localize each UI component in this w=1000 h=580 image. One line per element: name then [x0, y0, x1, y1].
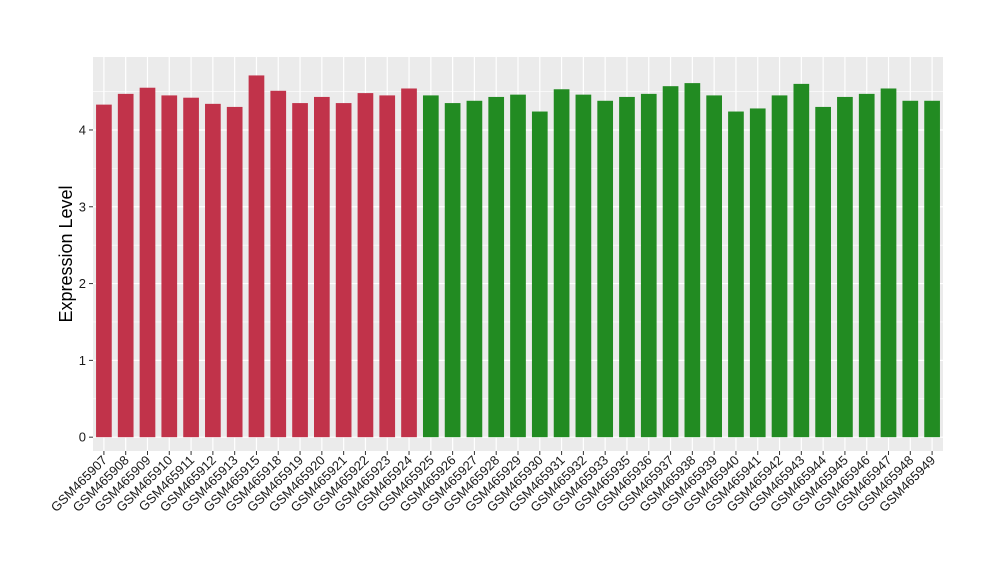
bars	[96, 75, 940, 438]
bar-GSM465925	[422, 95, 439, 438]
y-tick-label: 4	[79, 122, 86, 137]
bar-GSM465912	[205, 103, 221, 438]
bar-GSM465944	[815, 106, 831, 438]
bar-GSM465946	[858, 93, 875, 438]
bar-GSM465930	[531, 111, 548, 438]
bar-GSM465945	[837, 96, 853, 438]
bar-GSM465908	[117, 93, 134, 438]
y-axis: 0 1 2 3 4	[79, 122, 93, 445]
y-tick-label: 2	[79, 276, 86, 291]
bar-GSM465922	[357, 93, 374, 438]
bar-GSM465928	[488, 96, 505, 438]
bar-GSM465937	[662, 86, 679, 438]
bar-GSM465919	[292, 103, 308, 438]
bar-GSM465909	[139, 87, 156, 438]
bar-GSM465936	[640, 93, 657, 438]
bar-GSM465935	[619, 96, 635, 438]
bar-GSM465938	[684, 83, 701, 438]
bar-GSM465939	[706, 95, 722, 438]
y-axis-title: Expression Level	[56, 185, 76, 322]
bar-GSM465933	[597, 100, 614, 438]
bar-GSM465918	[270, 90, 287, 438]
x-axis: GSM465907GSM465908GSM465909GSM465910GSM4…	[48, 451, 938, 515]
bar-GSM465942	[771, 95, 788, 438]
bar-GSM465915	[248, 75, 265, 438]
bar-GSM465910	[161, 95, 178, 438]
y-tick-label: 0	[79, 430, 86, 445]
bar-GSM465913	[226, 106, 243, 438]
bar-GSM465932	[575, 94, 592, 438]
y-tick-label: 1	[79, 353, 86, 368]
bar-GSM465949	[924, 100, 940, 438]
bar-GSM465929	[510, 94, 526, 438]
bar-GSM465921	[335, 103, 352, 438]
bar-GSM465943	[793, 83, 810, 438]
bar-GSM465947	[880, 88, 897, 438]
bar-GSM465940	[728, 111, 744, 438]
bar-GSM465927	[466, 100, 483, 438]
bar-GSM465941	[749, 108, 766, 438]
bar-GSM465926	[444, 103, 461, 438]
bar-GSM465948	[902, 100, 919, 438]
bar-GSM465911	[183, 97, 199, 438]
y-tick-label: 3	[79, 199, 86, 214]
bar-GSM465920	[314, 96, 330, 438]
bar-GSM465931	[553, 89, 570, 438]
bar-GSM465924	[401, 88, 417, 438]
bar-GSM465907	[96, 104, 112, 438]
bar-GSM465923	[379, 95, 396, 438]
